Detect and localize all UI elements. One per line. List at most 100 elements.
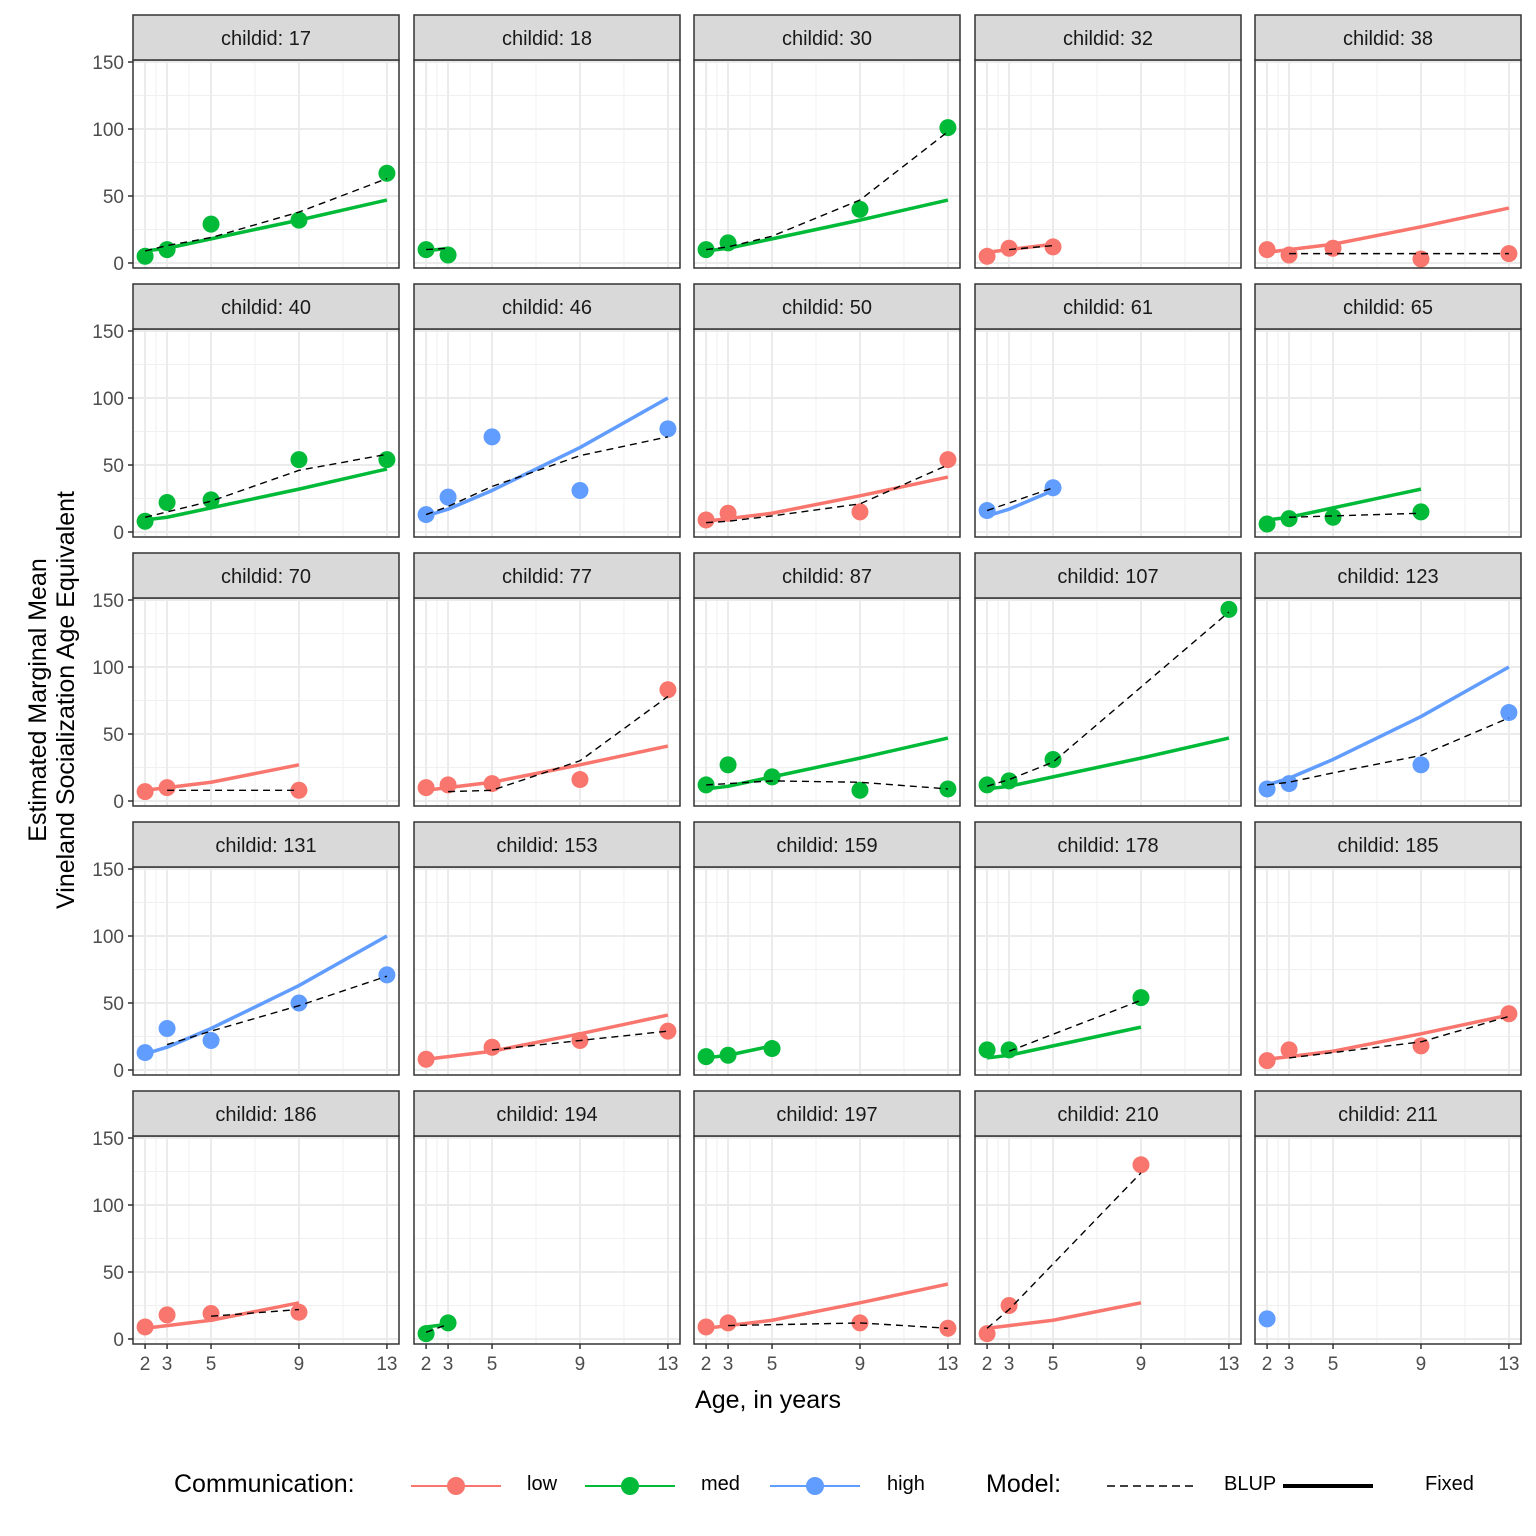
panel-background	[694, 60, 960, 268]
y-tick-label: 100	[92, 1196, 124, 1217]
panel-18: childid: 18	[413, 14, 681, 269]
data-point	[851, 503, 869, 521]
fixed-line	[705, 475, 949, 524]
panel-46: childid: 46	[413, 283, 681, 538]
panel-background	[975, 867, 1241, 1075]
data-point	[136, 1318, 154, 1336]
panel-40: childid: 40 0 50 100 150	[92, 283, 400, 544]
panel-50: childid: 50	[693, 283, 961, 538]
y-tick-label: 100	[92, 389, 124, 410]
fixed-line	[705, 198, 949, 253]
x-tick-label: 3	[162, 1354, 173, 1375]
blup-line	[144, 453, 388, 518]
fixed-line	[425, 396, 669, 518]
panel-background	[414, 60, 680, 268]
facet-strip	[413, 1090, 681, 1137]
facet-strip	[974, 14, 1242, 61]
facet-label: childid: 210	[1057, 1104, 1158, 1126]
x-tick-label: 9	[1136, 1354, 1147, 1375]
legend-key-med	[585, 1477, 675, 1495]
panel-61: childid: 61	[974, 283, 1242, 538]
x-tick-label: 13	[1218, 1354, 1239, 1375]
legend-label-med: med	[701, 1473, 740, 1495]
data-point	[1044, 750, 1062, 768]
data-point	[719, 234, 737, 252]
panel-159: childid: 159	[693, 821, 961, 1076]
data-point	[1412, 756, 1430, 774]
x-tick-label: 5	[767, 1354, 778, 1375]
facet-label: childid: 123	[1337, 566, 1438, 588]
blup-line	[706, 780, 948, 790]
x-tick-label: 9	[575, 1354, 586, 1375]
y-tick-label: 0	[113, 1061, 124, 1082]
data-point	[851, 1314, 869, 1332]
panel-70: childid: 70 0 50 100 150	[92, 552, 400, 813]
panel-87: childid: 87	[693, 552, 961, 807]
data-point	[851, 781, 869, 799]
facet-strip	[132, 821, 400, 868]
data-point	[1258, 1310, 1276, 1328]
legend-label-low: low	[527, 1473, 558, 1495]
facet-label: childid: 87	[782, 566, 872, 588]
blup-line	[426, 247, 449, 251]
data-point	[939, 451, 957, 469]
x-tick-label: 2	[421, 1354, 432, 1375]
y-tick-label: 150	[92, 591, 124, 612]
blup-line	[448, 695, 669, 793]
panel-background	[414, 867, 680, 1075]
panel-123: childid: 123	[1254, 552, 1522, 807]
x-tick-label: 3	[1284, 1354, 1295, 1375]
data-point	[697, 511, 715, 529]
x-tick-label: 13	[937, 1354, 958, 1375]
panel-background	[975, 598, 1241, 806]
panel-background	[694, 867, 960, 1075]
data-point	[1500, 704, 1518, 722]
data-point	[290, 211, 308, 229]
legend-key-low	[411, 1477, 501, 1495]
data-point	[1412, 1037, 1430, 1055]
facet-label: childid: 17	[221, 28, 311, 50]
facet-strip	[974, 283, 1242, 330]
data-point	[136, 1044, 154, 1062]
fixed-line	[144, 934, 388, 1056]
facet-label: childid: 178	[1057, 835, 1158, 857]
data-point	[290, 451, 308, 469]
facet-strip	[974, 1090, 1242, 1137]
facet-strip	[1254, 821, 1522, 868]
data-point	[659, 681, 677, 699]
data-point	[1000, 1041, 1018, 1059]
facet-label: childid: 61	[1063, 297, 1153, 319]
data-point	[571, 771, 589, 789]
facet-label: childid: 194	[496, 1104, 597, 1126]
fixed-line	[1266, 1013, 1510, 1062]
x-tick-label: 9	[294, 1354, 305, 1375]
data-point	[1412, 250, 1430, 268]
data-point	[1000, 239, 1018, 257]
facet-label: childid: 77	[502, 566, 592, 588]
x-tick-label: 13	[376, 1354, 397, 1375]
data-point	[719, 756, 737, 774]
data-point	[697, 1318, 715, 1336]
legend-label-blup: BLUP	[1224, 1473, 1277, 1495]
panel-background	[133, 60, 399, 268]
facet-strip	[413, 14, 681, 61]
data-point	[439, 1314, 457, 1332]
data-point	[1000, 1297, 1018, 1314]
data-point	[1280, 775, 1298, 793]
panel-32: childid: 32	[974, 14, 1242, 269]
blup-line	[144, 177, 388, 252]
panel-background	[694, 598, 960, 806]
x-tick-label: 2	[140, 1354, 151, 1375]
y-tick-label: 100	[92, 120, 124, 141]
data-point	[158, 241, 176, 259]
data-point	[158, 494, 176, 512]
legend-label-fixed: Fixed	[1425, 1473, 1474, 1495]
facet-strip	[132, 283, 400, 330]
fixed-line	[986, 736, 1230, 791]
legend-key-high	[770, 1477, 860, 1495]
panel-background	[414, 329, 680, 537]
x-tick-label: 13	[657, 1354, 678, 1375]
blup-line	[986, 611, 1230, 787]
blup-line	[425, 436, 669, 516]
panel-197: childid: 197 2 3 5 9 13	[693, 1090, 961, 1375]
